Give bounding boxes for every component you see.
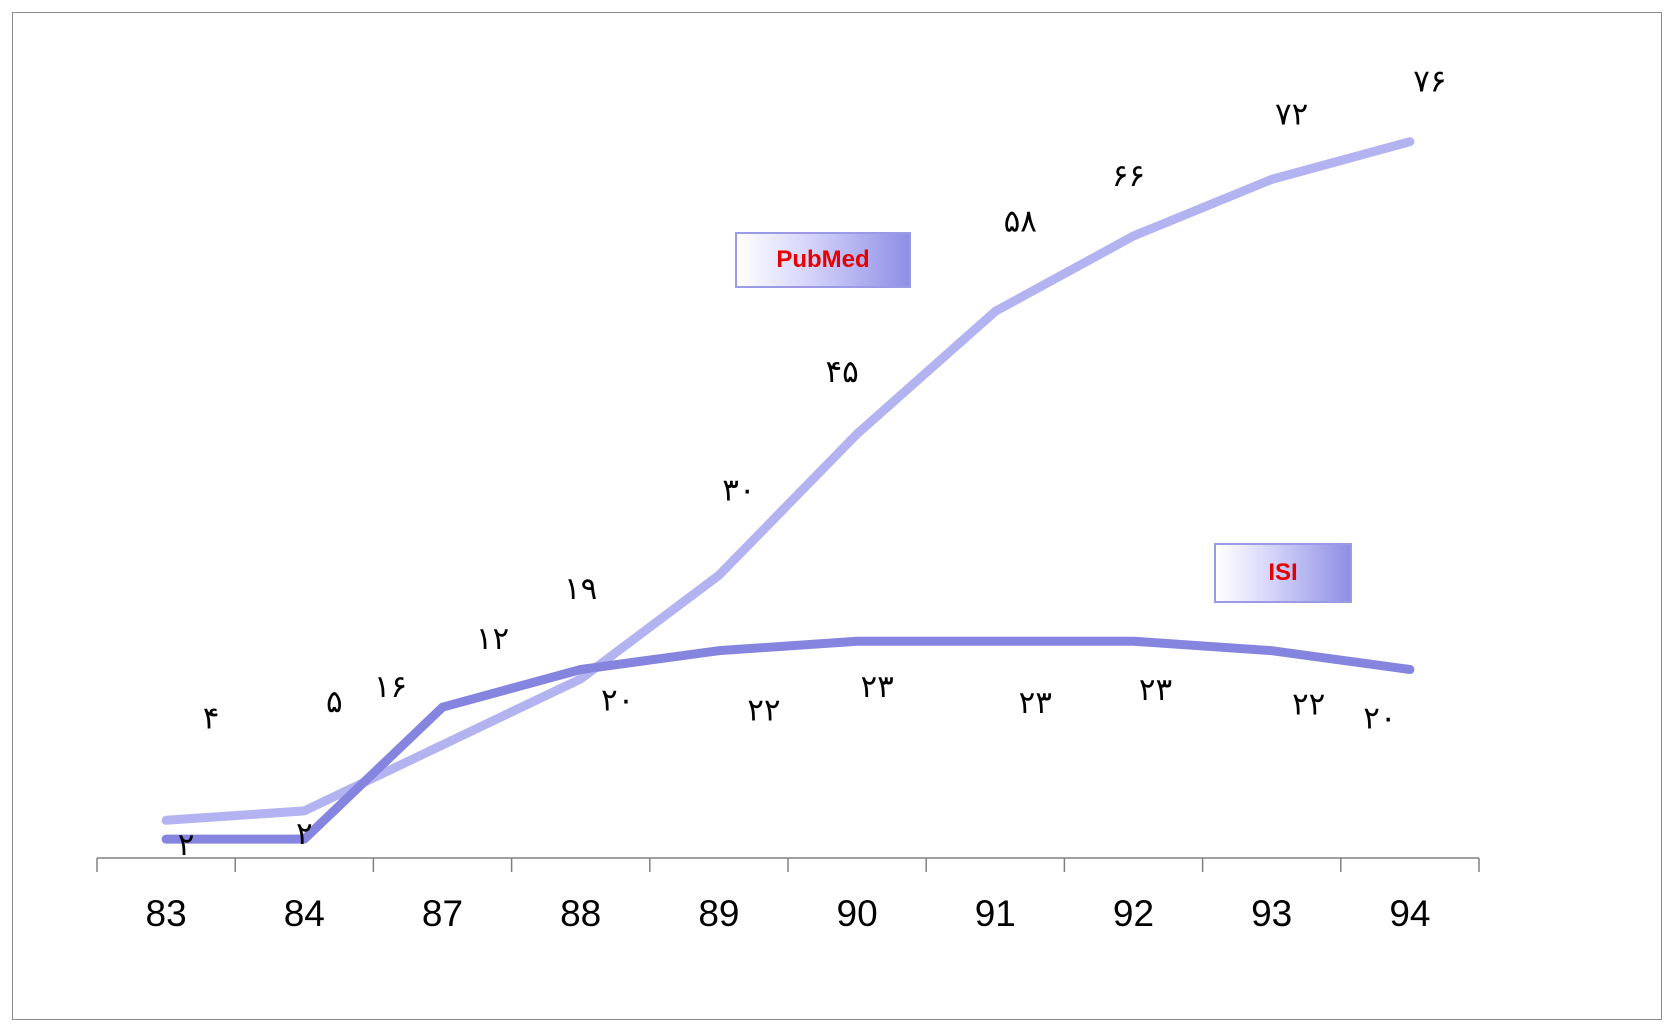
data-label-isi: ۲۳: [1139, 672, 1172, 708]
x-tick-label: 89: [698, 893, 739, 934]
data-point-pubmed: [994, 310, 996, 312]
series-lines: [161, 137, 1415, 844]
data-point-pubmed: [856, 433, 858, 435]
data-label-pubmed: ۷۲: [1275, 96, 1308, 132]
data-point-isi: [442, 706, 443, 708]
data-label-pubmed: ۴۵: [825, 354, 858, 390]
legend-pubmed: PubMed: [735, 232, 911, 288]
data-point-isi: [994, 640, 996, 642]
data-label-pubmed: ۷۶: [1413, 64, 1446, 100]
data-point-isi: [1133, 640, 1134, 642]
data-point-isi: [1409, 669, 1411, 670]
data-point-isi: [856, 640, 858, 642]
x-tick-label: 92: [1113, 893, 1154, 934]
data-label-pubmed: ۴: [203, 700, 220, 736]
data-label-pubmed: ۱۶: [374, 669, 407, 705]
data-point-pubmed: [718, 574, 720, 576]
x-tick-label: 84: [284, 893, 325, 934]
data-point-isi: [1271, 650, 1273, 652]
data-point-pubmed: [1409, 141, 1411, 143]
legend-isi-label: ISI: [1268, 559, 1298, 586]
data-label-isi: ۲۲: [747, 693, 780, 729]
data-point-pubmed: [442, 744, 443, 746]
data-label-isi: ۲۰: [601, 683, 634, 719]
legend-pubmed-label: PubMed: [776, 246, 870, 273]
line-chart: 83 84 87 88 89 90 91 92 93 94 ۴ ۵ ۱۶۱۹۳۰۴۵۵۸۶۶۷۲۷۶۲…: [96, 64, 1480, 934]
data-label-isi: ۲۰: [1363, 701, 1396, 737]
data-point-pubmed: [580, 678, 582, 680]
data-point-isi: [580, 669, 582, 670]
x-tick-label: 94: [1389, 893, 1430, 934]
series-line-isi: [161, 636, 1415, 844]
data-point-pubmed: [165, 819, 167, 821]
x-tick-label: 91: [975, 893, 1016, 934]
data-label-isi: ۲۳: [1019, 685, 1052, 721]
x-tick-label: 93: [1251, 893, 1292, 934]
legend-isi: ISI: [1214, 543, 1352, 603]
data-label-pubmed: ۵۸: [1004, 203, 1037, 239]
chart-frame: 83 84 87 88 89 90 91 92 93 94 ۴ ۵ ۱۶ ۱۹ ۳۰ ۴۵ ۵۸ ۶۶ ۷۲ ۷۶ ۲…: [12, 12, 1662, 1020]
data-point-pubmed: [1133, 235, 1134, 237]
x-tick-label: 83: [146, 893, 187, 934]
data-label-pubmed: ۱۹: [564, 571, 597, 607]
data-label-isi: ۲۳: [860, 669, 893, 705]
x-tick-label: 90: [837, 893, 878, 934]
data-point-pubmed: [303, 810, 305, 812]
x-tick-label: 88: [560, 893, 601, 934]
data-label-isi: ۲: [178, 827, 195, 863]
data-point-isi: [165, 838, 167, 840]
data-point-isi: [718, 650, 720, 652]
data-point-isi: [303, 838, 305, 840]
data-point-pubmed: [1271, 178, 1273, 180]
data-label-isi: ۱۲: [476, 621, 509, 657]
x-axis: 83 84 87 88 89 90 91 92 93 94: [96, 857, 1480, 934]
data-label-pubmed: ۶۶: [1112, 158, 1145, 194]
x-tick-label: 87: [422, 893, 463, 934]
data-label-isi: ۲: [296, 816, 313, 852]
data-label-pubmed: ۵: [326, 684, 343, 720]
data-label-isi: ۲۲: [1292, 687, 1325, 723]
data-label-pubmed: ۳۰: [722, 472, 755, 508]
